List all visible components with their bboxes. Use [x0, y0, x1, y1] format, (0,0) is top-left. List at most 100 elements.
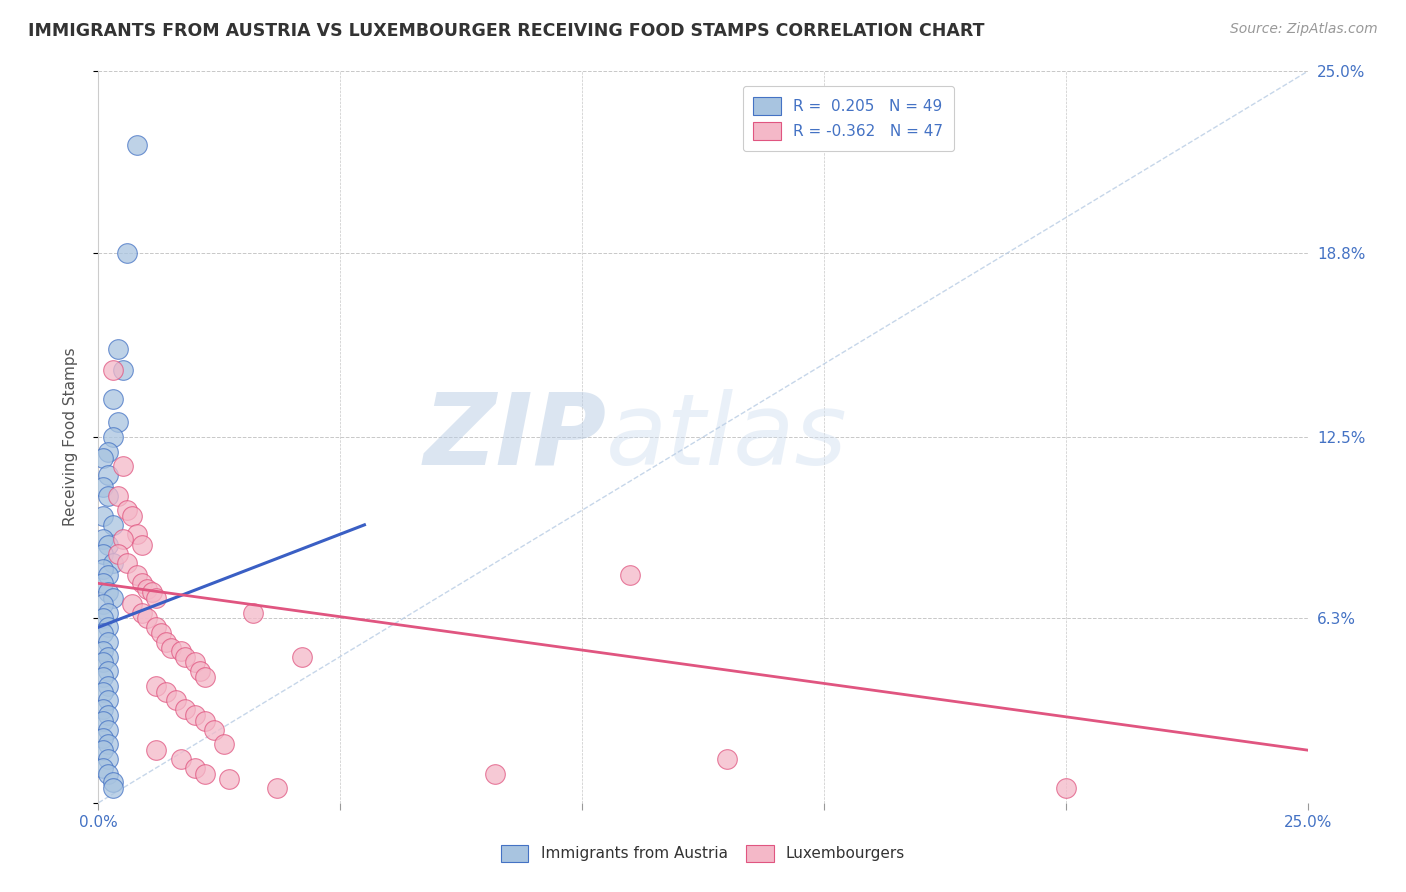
Point: [97, 444, 120, 458]
Point: [91, 576, 114, 591]
Point: [97, 664, 120, 678]
Point: [101, 517, 124, 532]
Point: [91, 450, 114, 465]
Point: [91, 509, 114, 524]
Point: [131, 538, 153, 552]
Point: [194, 670, 217, 684]
Point: [121, 597, 143, 611]
Point: [91, 731, 114, 746]
Point: [266, 781, 288, 796]
Point: [107, 416, 129, 430]
Point: [218, 772, 240, 787]
Point: [484, 766, 506, 780]
Point: [117, 556, 139, 570]
Point: [101, 781, 124, 796]
Point: [194, 766, 217, 780]
Point: [97, 693, 120, 707]
Point: [127, 526, 149, 541]
Point: [145, 679, 167, 693]
Point: [242, 606, 264, 620]
Point: [127, 137, 149, 152]
Point: [141, 585, 163, 599]
Point: [135, 582, 157, 597]
Point: [169, 752, 191, 766]
Point: [97, 567, 120, 582]
Point: [91, 480, 114, 494]
Point: [145, 620, 167, 634]
Point: [97, 708, 120, 723]
Point: [91, 611, 114, 625]
Point: [184, 656, 207, 670]
Point: [107, 547, 129, 561]
Point: [97, 649, 120, 664]
Point: [91, 626, 114, 640]
Point: [91, 670, 114, 684]
Point: [91, 533, 114, 547]
Point: [101, 556, 124, 570]
Point: [174, 649, 197, 664]
Point: [160, 640, 183, 655]
Point: [117, 245, 139, 260]
Point: [155, 635, 177, 649]
Point: [91, 643, 114, 657]
Point: [1054, 781, 1077, 796]
Point: [169, 643, 191, 657]
Point: [91, 714, 114, 728]
Point: [97, 468, 120, 483]
Point: [97, 585, 120, 599]
Y-axis label: Receiving Food Stamps: Receiving Food Stamps: [63, 348, 77, 526]
Point: [290, 649, 312, 664]
Point: [184, 761, 207, 775]
Text: IMMIGRANTS FROM AUSTRIA VS LUXEMBOURGER RECEIVING FOOD STAMPS CORRELATION CHART: IMMIGRANTS FROM AUSTRIA VS LUXEMBOURGER …: [28, 22, 984, 40]
Point: [101, 363, 124, 377]
Point: [101, 430, 124, 444]
Legend: Immigrants from Austria, Luxembourgers: Immigrants from Austria, Luxembourgers: [495, 838, 911, 868]
Text: atlas: atlas: [606, 389, 848, 485]
Point: [97, 538, 120, 552]
Point: [97, 752, 120, 766]
Point: [111, 363, 134, 377]
Point: [97, 737, 120, 751]
Point: [101, 392, 124, 406]
Point: [91, 656, 114, 670]
Point: [91, 684, 114, 698]
Point: [91, 547, 114, 561]
Point: [165, 693, 187, 707]
Text: Source: ZipAtlas.com: Source: ZipAtlas.com: [1230, 22, 1378, 37]
Point: [91, 562, 114, 576]
Point: [107, 343, 129, 357]
Point: [111, 459, 134, 474]
Point: [145, 591, 167, 605]
Point: [101, 591, 124, 605]
Text: ZIP: ZIP: [423, 389, 606, 485]
Point: [91, 743, 114, 757]
Point: [97, 679, 120, 693]
Point: [194, 714, 217, 728]
Point: [121, 509, 143, 524]
Point: [91, 597, 114, 611]
Point: [101, 775, 124, 789]
Point: [97, 489, 120, 503]
Point: [212, 737, 235, 751]
Point: [107, 489, 129, 503]
Point: [97, 620, 120, 634]
Point: [188, 664, 211, 678]
Point: [135, 611, 157, 625]
Point: [111, 533, 134, 547]
Point: [97, 606, 120, 620]
Point: [204, 723, 226, 737]
Point: [131, 606, 153, 620]
Point: [127, 567, 149, 582]
Point: [619, 567, 641, 582]
Point: [131, 576, 153, 591]
Point: [174, 702, 197, 716]
Point: [97, 723, 120, 737]
Point: [97, 635, 120, 649]
Point: [97, 766, 120, 780]
Point: [91, 761, 114, 775]
Point: [184, 708, 207, 723]
Point: [91, 702, 114, 716]
Point: [716, 752, 738, 766]
Point: [150, 626, 173, 640]
Point: [145, 743, 167, 757]
